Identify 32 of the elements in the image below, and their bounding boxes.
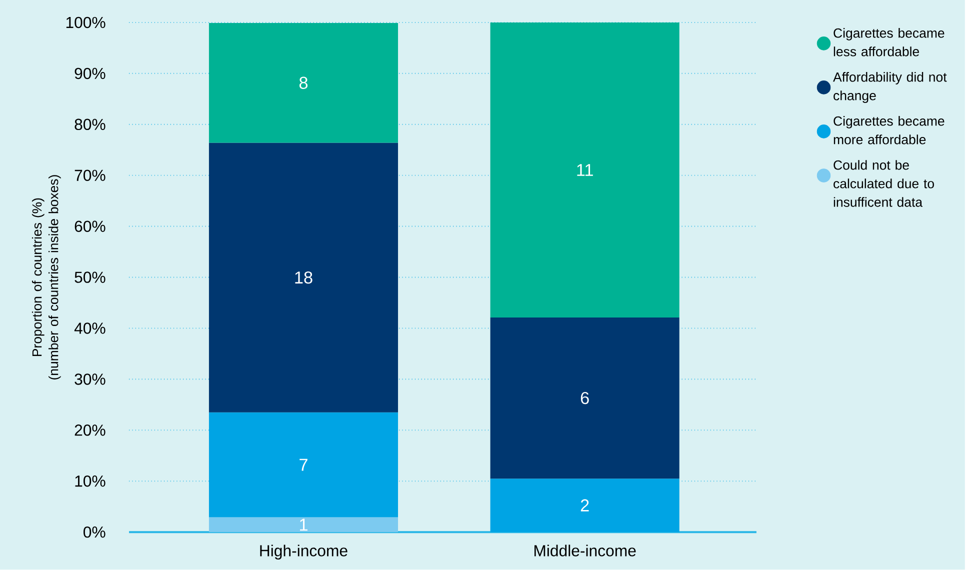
annotation: 2 [580, 499, 589, 512]
legend-label: Cigarettes became less affordable [834, 28, 944, 56]
y-tick-label: 60% [74, 220, 106, 232]
bar [490, 22, 680, 318]
x-tick-label: Middle-income [534, 544, 636, 556]
annotation: 7 [300, 458, 308, 471]
annotation: 8 [299, 76, 308, 90]
bar [490, 318, 680, 479]
y-tick-label: 0% [84, 526, 106, 538]
y-tick-label: 70% [74, 170, 106, 182]
legend-label: Could not be calculated due to insufficent data [834, 160, 934, 207]
legend-label: Cigarettes became more affordable [834, 116, 944, 144]
y-tick-label: 20% [74, 424, 106, 436]
annotation: 6 [580, 392, 589, 404]
bar [490, 478, 680, 532]
x-tick-label: High-income [260, 544, 348, 560]
y-tick-label: 30% [74, 374, 106, 385]
y-tick-label: 90% [74, 68, 106, 80]
y-tick-label: 40% [74, 322, 106, 334]
legend-label: Affordability did not change [833, 72, 947, 104]
bar [208, 23, 398, 143]
y-tick-label: 10% [75, 476, 106, 487]
annotation: 11 [577, 164, 593, 176]
y-axis-title: Proportion of countries (%) (number of countries inside boxes) [32, 175, 61, 380]
bar [208, 142, 398, 412]
y-tick-label: 100% [66, 16, 106, 28]
bar [208, 412, 398, 518]
y-tick-label: 50% [74, 272, 106, 283]
bar [208, 517, 398, 532]
annotation: 18 [295, 272, 312, 284]
annotation: 1 [300, 518, 308, 531]
y-tick-label: 80% [74, 118, 106, 130]
